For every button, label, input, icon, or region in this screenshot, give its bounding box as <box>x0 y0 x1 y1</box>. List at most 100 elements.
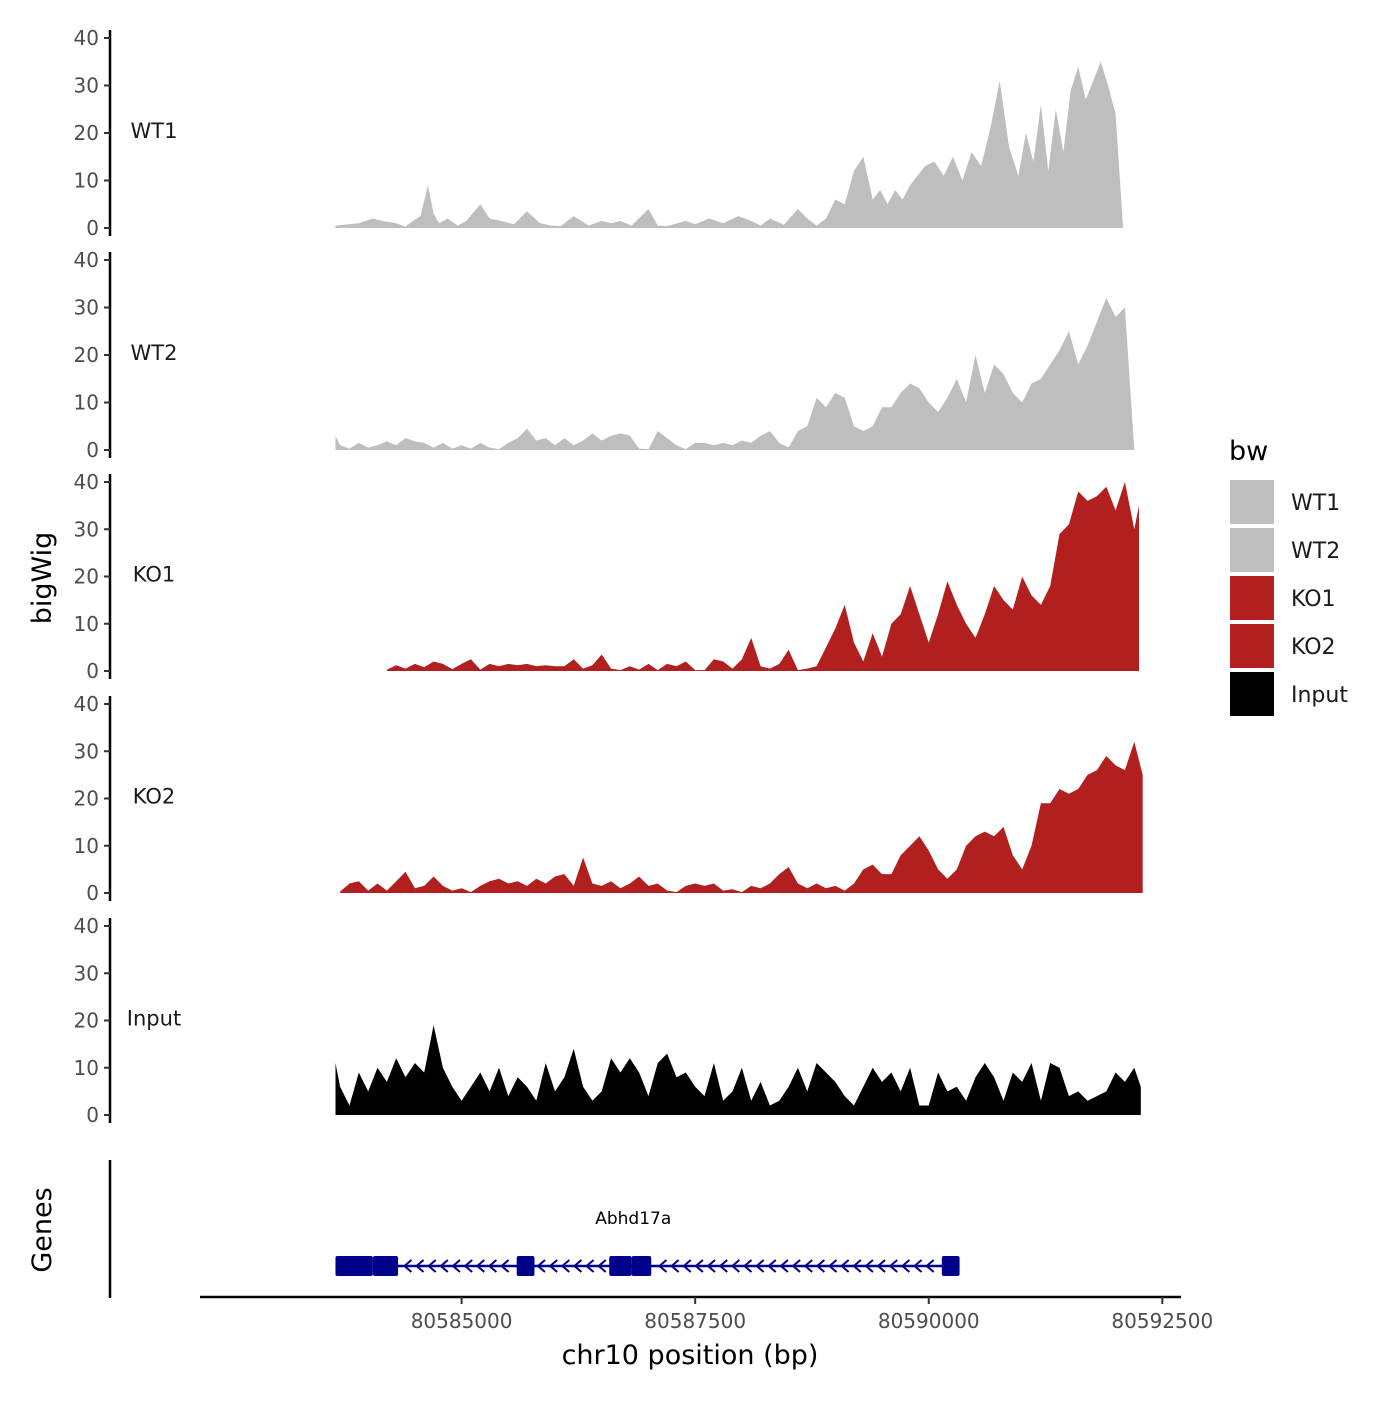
signal-tracks: 0 10 20 30 40 WT1 0 10 20 30 40 WT2 0 10 20 30 40 KO1 0 10 2… <box>74 26 1143 1127</box>
strand-arrow <box>597 1259 607 1273</box>
strand-arrow <box>548 1259 558 1273</box>
y-tick-label: 20 <box>74 121 99 145</box>
signal-area-wt2 <box>335 298 1141 450</box>
signal-area-ko2 <box>340 741 1143 893</box>
strand-arrow <box>475 1259 485 1273</box>
strand-arrow <box>718 1259 728 1273</box>
strand-arrow <box>742 1259 753 1273</box>
signal-area-ko1 <box>386 482 1139 671</box>
y-axis-title: bigWig <box>27 532 58 625</box>
strand-arrow <box>730 1259 740 1273</box>
strand-arrow <box>463 1259 473 1273</box>
track-label-input: Input <box>127 1007 181 1031</box>
track-wt1: 0 10 20 30 40 WT1 <box>74 26 1143 240</box>
y-tick-label: 10 <box>74 391 99 415</box>
strand-arrow <box>694 1259 704 1273</box>
strand-arrow <box>500 1259 510 1273</box>
strand-arrow <box>888 1259 898 1273</box>
y-tick-label: 0 <box>86 1103 99 1127</box>
track-wt2: 0 10 20 30 40 WT2 <box>74 248 1141 462</box>
legend-title: bw <box>1229 436 1268 467</box>
legend-key-ko2 <box>1230 624 1274 668</box>
strand-arrow <box>864 1259 874 1273</box>
strand-arrow <box>572 1259 583 1273</box>
strand-arrow <box>815 1259 826 1273</box>
strand-arrow <box>876 1259 886 1273</box>
strand-arrow <box>925 1259 935 1273</box>
y-tick-label: 30 <box>74 296 99 320</box>
strand-arrow <box>439 1259 449 1273</box>
exon <box>609 1256 632 1276</box>
track-label-wt1: WT1 <box>131 119 178 143</box>
y-tick-label: 20 <box>74 565 99 589</box>
legend-label-input: Input <box>1291 683 1348 708</box>
x-axis: 80585000 80587500 80590000 80592500 <box>200 1295 1213 1333</box>
y-tick-label: 30 <box>74 517 99 541</box>
y-tick-label: 20 <box>74 787 99 811</box>
x-tick-label: 80587500 <box>644 1309 746 1333</box>
legend-key-ko1 <box>1230 576 1274 620</box>
strand-arrow <box>427 1259 437 1273</box>
signal-area-wt1 <box>335 61 1143 228</box>
strand-arrow <box>900 1259 911 1273</box>
track-ko2: 0 10 20 30 40 KO2 <box>74 692 1143 905</box>
x-axis-title: chr10 position (bp) <box>562 1340 819 1371</box>
exon <box>372 1256 399 1276</box>
y-tick-label: 10 <box>74 1056 99 1080</box>
strand-arrow <box>791 1259 801 1273</box>
y-tick-label: 0 <box>86 438 99 462</box>
strand-arrow <box>803 1259 813 1273</box>
y-tick-label: 0 <box>86 216 99 240</box>
legend-label-wt1: WT1 <box>1291 491 1340 516</box>
y-tick-label: 0 <box>86 659 99 683</box>
exon <box>631 1256 652 1276</box>
strand-arrow <box>415 1259 425 1273</box>
strand-arrow <box>755 1259 765 1273</box>
strand-arrow <box>682 1259 692 1273</box>
y-tick-label: 20 <box>74 1009 99 1033</box>
x-tick-label: 80592500 <box>1111 1309 1213 1333</box>
exon <box>941 1256 960 1276</box>
y-tick-label: 40 <box>74 26 99 50</box>
y-tick-label: 40 <box>74 248 99 272</box>
strand-arrow <box>779 1259 789 1273</box>
strand-arrow <box>827 1259 838 1273</box>
strand-arrow <box>706 1259 716 1273</box>
strand-arrow <box>536 1259 546 1273</box>
track-label-ko1: KO1 <box>133 563 176 587</box>
y-tick-label: 30 <box>74 961 99 985</box>
strand-arrow <box>670 1259 680 1273</box>
track-label-wt2: WT2 <box>131 341 178 365</box>
x-tick-label: 80585000 <box>411 1309 513 1333</box>
strand-arrow <box>912 1259 923 1273</box>
y-tick-label: 30 <box>74 739 99 763</box>
track-ko1: 0 10 20 30 40 KO1 <box>74 470 1139 683</box>
legend: bw WT1 WT2 KO1 KO2 Input <box>1229 436 1348 716</box>
strand-arrow <box>585 1259 595 1273</box>
y-tick-label: 40 <box>74 914 99 938</box>
track-input: 0 10 20 30 40 Input <box>74 914 1141 1127</box>
strand-arrow <box>767 1259 777 1273</box>
exon <box>335 1256 373 1276</box>
y-tick-label: 10 <box>74 834 99 858</box>
strand-arrow <box>657 1259 668 1273</box>
legend-key-wt2 <box>1230 528 1274 572</box>
track-label-ko2: KO2 <box>133 785 176 809</box>
y-tick-label: 40 <box>74 470 99 494</box>
y-tick-label: 0 <box>86 881 99 905</box>
strand-arrow <box>402 1259 413 1273</box>
legend-key-input <box>1230 672 1274 716</box>
strand-arrow <box>840 1259 850 1273</box>
gene-track-title: Genes <box>27 1187 58 1272</box>
signal-area-input <box>335 1025 1141 1115</box>
x-tick-label: 80590000 <box>878 1309 980 1333</box>
exon <box>516 1256 535 1276</box>
legend-label-ko2: KO2 <box>1291 635 1336 660</box>
strand-arrow <box>560 1259 570 1273</box>
y-tick-label: 20 <box>74 343 99 367</box>
y-tick-label: 30 <box>74 74 99 98</box>
gene-track-panel: Abhd17a <box>108 1160 960 1298</box>
y-tick-label: 10 <box>74 169 99 193</box>
legend-key-wt1 <box>1230 480 1274 524</box>
